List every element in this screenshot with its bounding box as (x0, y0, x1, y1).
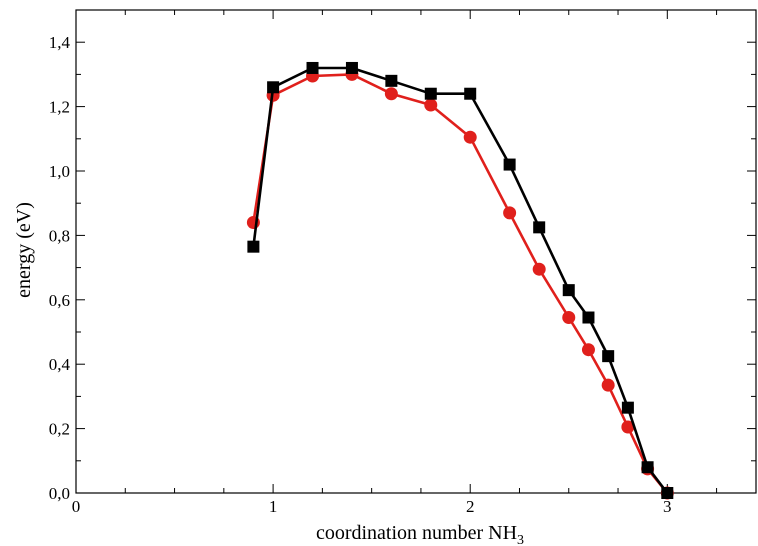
y-axis-title: energy (eV) (13, 202, 35, 298)
series-2-point (345, 61, 358, 74)
series-2-point (247, 240, 260, 253)
series-1-line (252, 73, 669, 494)
series-layer (246, 61, 674, 500)
series-1-point (581, 343, 595, 357)
series-1-point (621, 420, 635, 434)
series-1-point (503, 206, 517, 220)
x-axis-title-subscript: 3 (517, 533, 524, 546)
y-tick-label: 0,2 (49, 420, 70, 439)
x-tick-label: 1 (269, 497, 278, 516)
x-axis-title: coordination number NH3 (316, 522, 524, 546)
series-1-point (601, 378, 615, 392)
plot-frame (75, 9, 757, 494)
series-1 (246, 67, 674, 500)
y-tick-label: 1,0 (49, 162, 70, 181)
y-tick-label: 0,4 (49, 355, 71, 374)
axes: 0 1 2 3 0,0 0,2 0,4 0,6 0,8 1,0 1,2 1,4 (49, 9, 757, 516)
x-tick-label: 0 (72, 497, 81, 516)
series-2-point (385, 74, 398, 87)
y-tick-label: 1,4 (49, 33, 71, 52)
series-2-point (424, 87, 437, 100)
y-tick-label: 0,6 (49, 291, 70, 310)
series-2-point (562, 284, 575, 297)
series-2-point (267, 81, 280, 94)
series-2-point (306, 61, 319, 74)
series-2-point (503, 158, 516, 171)
series-2 (247, 61, 674, 499)
x-tick-label: 3 (663, 497, 672, 516)
series-2-point (661, 487, 674, 499)
series-2-point (533, 221, 546, 234)
x-axis-title-text: coordination number NH (316, 522, 517, 544)
y-tick-label: 0,0 (49, 484, 70, 503)
y-tick-label: 1,2 (49, 98, 70, 117)
series-2-point (602, 350, 615, 363)
series-2-point (621, 401, 634, 414)
series-2-line (252, 66, 669, 494)
series-2-point (464, 87, 477, 100)
series-2-point (582, 311, 595, 324)
series-2-point (641, 461, 654, 474)
series-1-point (424, 98, 438, 112)
series-1-point (384, 87, 398, 101)
y-tick-label: 0,8 (49, 226, 70, 245)
series-1-point (463, 130, 477, 144)
series-1-point (562, 311, 576, 325)
x-tick-label: 2 (466, 497, 475, 516)
series-1-point (532, 262, 546, 276)
